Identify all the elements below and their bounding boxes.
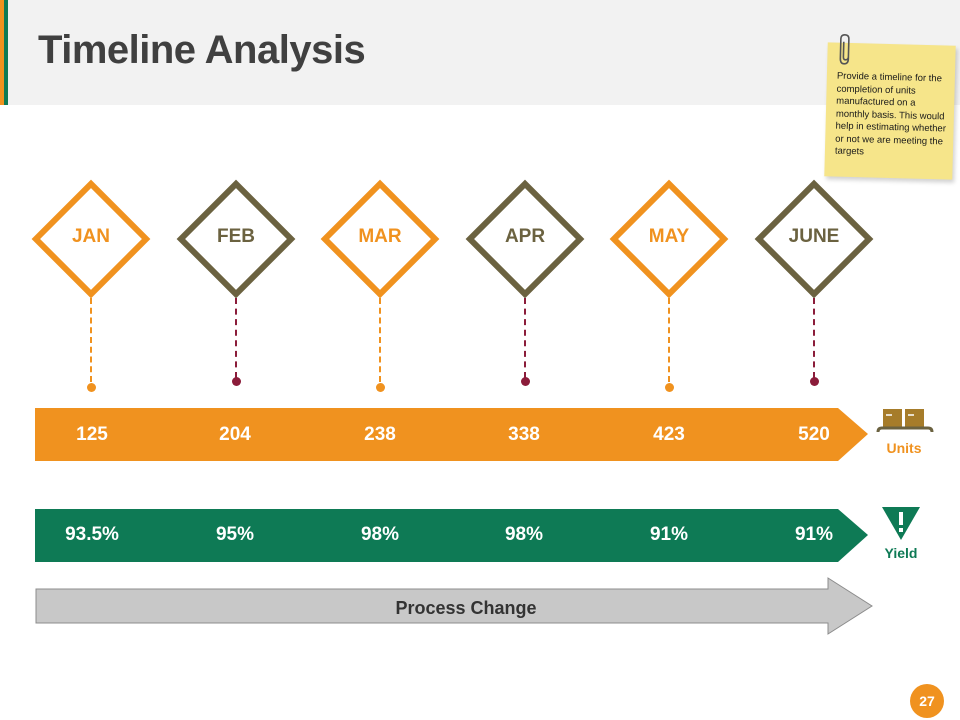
units-value: 520 xyxy=(764,424,864,446)
yield-value: 91% xyxy=(619,524,719,546)
yield-value: 91% xyxy=(764,524,864,546)
units-value: 204 xyxy=(185,424,285,446)
units-value: 423 xyxy=(619,424,719,446)
yield-value: 98% xyxy=(474,524,574,546)
warning-icon xyxy=(882,507,920,541)
yield-label: Yield xyxy=(876,545,926,561)
units-arrow xyxy=(35,408,868,461)
yield-value: 95% xyxy=(185,524,285,546)
units-value: 125 xyxy=(42,424,142,446)
page-number-badge: 27 xyxy=(910,684,944,718)
yield-value: 98% xyxy=(330,524,430,546)
units-label: Units xyxy=(876,440,932,456)
process-change-label: Process Change xyxy=(36,598,896,619)
units-value: 338 xyxy=(474,424,574,446)
units-value: 238 xyxy=(330,424,430,446)
yield-arrow xyxy=(35,509,868,562)
yield-value: 93.5% xyxy=(42,524,142,546)
